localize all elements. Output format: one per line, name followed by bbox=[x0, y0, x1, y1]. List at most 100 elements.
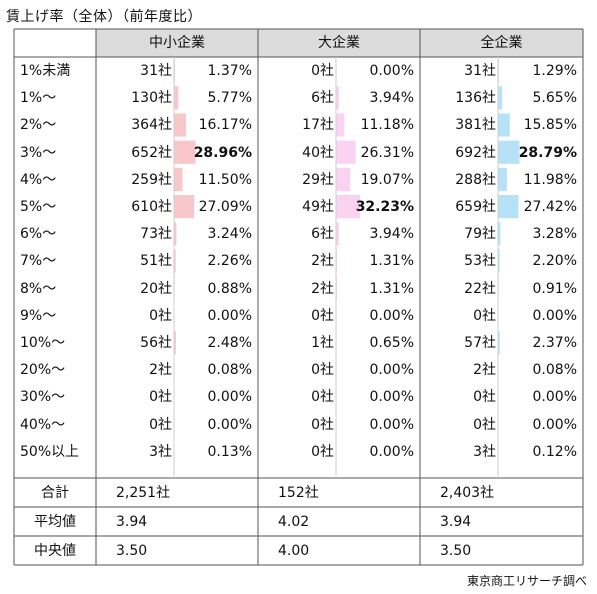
pct-small: 2.26% bbox=[207, 253, 252, 270]
count-all: 659社 bbox=[455, 199, 496, 215]
summary-large: 4.02 bbox=[278, 514, 310, 530]
count-small: 20社 bbox=[140, 280, 172, 297]
pct-large: 11.18% bbox=[360, 117, 414, 134]
page-title: 賃上げ率（全体）（前年度比） bbox=[6, 9, 202, 25]
bar-small bbox=[174, 222, 177, 246]
count-small: 2社 bbox=[149, 362, 172, 379]
bar-small bbox=[174, 167, 183, 191]
pct-small: 3.24% bbox=[207, 226, 252, 243]
bar-all bbox=[498, 140, 520, 164]
row-label: 10%～ bbox=[20, 335, 66, 351]
pct-large: 0.00% bbox=[369, 307, 414, 324]
pct-all: 11.98% bbox=[523, 171, 577, 188]
count-all: 22社 bbox=[464, 280, 496, 297]
summary-all: 3.94 bbox=[440, 514, 472, 530]
count-small: 73社 bbox=[140, 226, 172, 243]
source-note: 東京商工リサーチ調べ bbox=[466, 574, 587, 588]
summary-label: 中央値 bbox=[34, 543, 76, 559]
row-label: 40%～ bbox=[20, 416, 66, 433]
column-header: 中小企業 bbox=[149, 35, 205, 51]
pct-small: 11.50% bbox=[198, 171, 252, 188]
summary-label: 合計 bbox=[41, 485, 69, 501]
pct-all: 0.08% bbox=[532, 362, 577, 379]
count-small: 0社 bbox=[149, 389, 172, 406]
count-large: 0社 bbox=[311, 389, 334, 406]
pct-large: 3.94% bbox=[369, 226, 414, 243]
pct-large: 0.00% bbox=[369, 416, 414, 433]
bar-all bbox=[498, 167, 507, 191]
pct-small: 5.77% bbox=[207, 90, 252, 107]
column-header: 全企業 bbox=[480, 35, 523, 51]
summary-label: 平均値 bbox=[34, 514, 76, 530]
row-label: 50%以上 bbox=[20, 443, 80, 460]
summary-small: 2,251社 bbox=[116, 485, 171, 501]
count-small: 51社 bbox=[140, 253, 172, 270]
count-all: 288社 bbox=[455, 171, 496, 188]
count-small: 56社 bbox=[140, 335, 172, 351]
count-small: 610社 bbox=[131, 199, 172, 215]
row-label: 5%～ bbox=[20, 199, 57, 215]
pct-small: 0.00% bbox=[207, 307, 252, 324]
count-all: 0社 bbox=[473, 389, 496, 406]
count-small: 130社 bbox=[131, 90, 172, 107]
count-small: 0社 bbox=[149, 416, 172, 433]
summary-all: 3.50 bbox=[440, 543, 472, 559]
count-small: 364社 bbox=[131, 117, 172, 134]
bar-large bbox=[336, 195, 360, 219]
count-small: 0社 bbox=[149, 307, 172, 324]
row-label: 1%未満 bbox=[20, 63, 71, 79]
count-small: 3社 bbox=[149, 443, 172, 460]
pct-large: 0.00% bbox=[369, 389, 414, 406]
summary-small: 3.50 bbox=[116, 543, 148, 559]
pct-all: 15.85% bbox=[523, 117, 577, 134]
bar-all bbox=[498, 113, 510, 137]
pct-all: 0.12% bbox=[532, 443, 577, 460]
count-large: 17社 bbox=[302, 117, 334, 134]
pct-small: 0.00% bbox=[207, 389, 252, 406]
count-all: 31社 bbox=[464, 63, 496, 79]
pct-small: 16.17% bbox=[198, 117, 252, 134]
pct-large: 0.00% bbox=[369, 63, 414, 79]
count-large: 29社 bbox=[302, 171, 334, 188]
pct-large: 26.31% bbox=[360, 144, 414, 161]
summary-large: 4.00 bbox=[278, 543, 310, 559]
row-label: 9%～ bbox=[20, 307, 57, 324]
pct-all: 27.42% bbox=[523, 199, 577, 215]
count-large: 2社 bbox=[311, 280, 334, 297]
bar-small bbox=[174, 249, 176, 273]
bar-all bbox=[498, 86, 503, 110]
count-all: 136社 bbox=[455, 90, 496, 107]
pct-all: 1.29% bbox=[532, 63, 577, 79]
pct-large: 1.31% bbox=[369, 253, 414, 270]
pct-small: 1.37% bbox=[207, 63, 252, 79]
count-large: 0社 bbox=[311, 362, 334, 379]
pct-small: 0.88% bbox=[207, 280, 252, 297]
pct-small: 27.09% bbox=[198, 199, 252, 215]
count-large: 6社 bbox=[311, 90, 334, 107]
pct-large: 0.00% bbox=[369, 362, 414, 379]
pct-all: 0.91% bbox=[532, 280, 577, 297]
summary-small: 3.94 bbox=[116, 514, 148, 530]
bar-small bbox=[174, 331, 176, 355]
row-label: 20%～ bbox=[20, 362, 66, 379]
summary-large: 152社 bbox=[278, 485, 319, 501]
count-small: 259社 bbox=[131, 171, 172, 188]
bar-large bbox=[336, 86, 339, 110]
count-all: 79社 bbox=[464, 226, 496, 243]
count-large: 0社 bbox=[311, 307, 334, 324]
bar-all bbox=[498, 222, 501, 246]
pct-all: 5.65% bbox=[532, 90, 577, 107]
row-label: 4%～ bbox=[20, 171, 57, 188]
count-large: 6社 bbox=[311, 226, 334, 243]
count-large: 1社 bbox=[311, 335, 334, 351]
count-all: 53社 bbox=[464, 253, 496, 270]
bar-small bbox=[174, 59, 176, 83]
count-large: 0社 bbox=[311, 63, 334, 79]
pct-small: 28.96% bbox=[193, 144, 252, 161]
bar-all bbox=[498, 195, 519, 219]
pct-small: 0.13% bbox=[207, 443, 252, 460]
pct-small: 0.00% bbox=[207, 416, 252, 433]
pct-all: 2.20% bbox=[532, 253, 577, 270]
pct-large: 1.31% bbox=[369, 280, 414, 297]
